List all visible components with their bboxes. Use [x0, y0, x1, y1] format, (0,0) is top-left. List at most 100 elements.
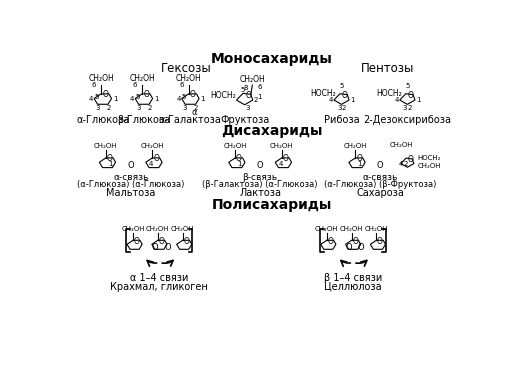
Text: 8: 8: [244, 85, 249, 91]
Text: Гексозы: Гексозы: [161, 62, 212, 74]
Text: 3: 3: [337, 105, 341, 111]
Text: CH₂OH: CH₂OH: [224, 143, 247, 149]
Text: CH₂OH: CH₂OH: [365, 226, 388, 232]
Text: α-Галактоза: α-Галактоза: [159, 115, 222, 125]
Text: α: α: [192, 108, 197, 117]
Text: 6: 6: [179, 81, 184, 88]
Text: 4: 4: [398, 161, 403, 167]
Text: 1: 1: [416, 97, 421, 103]
Text: 1: 1: [357, 161, 362, 167]
Text: 2: 2: [194, 105, 198, 111]
Text: (β-Галактоза) (α-Глюкоза): (β-Галактоза) (α-Глюкоза): [202, 180, 318, 189]
Text: O: O: [143, 90, 149, 99]
Text: O: O: [236, 154, 242, 163]
Text: CH₂OH: CH₂OH: [129, 74, 155, 83]
Text: 5: 5: [339, 83, 344, 89]
Text: CH₂OH: CH₂OH: [176, 74, 201, 83]
Text: O: O: [158, 237, 164, 246]
Text: 2: 2: [254, 97, 258, 103]
Text: 2-Дезоксирибоза: 2-Дезоксирибоза: [363, 115, 451, 125]
Text: O: O: [352, 237, 358, 246]
Text: O: O: [102, 90, 108, 99]
Text: Мальтоза: Мальтоза: [106, 188, 156, 198]
Text: O: O: [257, 161, 263, 170]
Text: 1: 1: [237, 161, 242, 167]
Text: O: O: [407, 155, 413, 164]
Text: 6: 6: [133, 81, 138, 88]
Text: 5: 5: [95, 94, 99, 100]
Text: Рибоза: Рибоза: [324, 115, 359, 125]
Text: O: O: [377, 237, 383, 246]
Text: O: O: [327, 237, 333, 246]
Text: Дисахариды: Дисахариды: [221, 124, 322, 138]
Text: HOCH₂: HOCH₂: [310, 89, 336, 98]
Text: α-связь: α-связь: [363, 173, 398, 183]
Text: CH₂OH: CH₂OH: [121, 226, 145, 232]
Text: Крахмал, гликоген: Крахмал, гликоген: [110, 282, 208, 292]
Text: O: O: [342, 91, 348, 100]
Text: 3: 3: [245, 105, 250, 111]
Text: CH₂OH: CH₂OH: [146, 226, 169, 232]
Text: Фруктоза: Фруктоза: [220, 115, 269, 125]
Text: α-Глюкоза: α-Глюкоза: [76, 115, 130, 125]
Text: CH₂OH: CH₂OH: [94, 143, 117, 149]
Text: 1: 1: [113, 96, 117, 102]
Text: CH₂OH: CH₂OH: [171, 226, 194, 232]
Text: 1: 1: [257, 94, 261, 100]
Text: HOCH₂: HOCH₂: [210, 91, 236, 100]
Text: O: O: [245, 91, 251, 100]
Text: CH₂OH: CH₂OH: [390, 142, 414, 148]
Text: 4: 4: [176, 96, 181, 102]
Text: Лактоза: Лактоза: [239, 188, 281, 198]
Text: CH₂OH: CH₂OH: [239, 75, 266, 84]
Text: O: O: [346, 243, 352, 251]
Text: O: O: [153, 154, 159, 163]
Text: O: O: [127, 161, 134, 170]
Text: HOCH₂: HOCH₂: [417, 155, 441, 161]
Text: 5: 5: [135, 94, 140, 100]
Text: α-связь: α-связь: [113, 173, 148, 183]
Text: β-связь: β-связь: [243, 173, 278, 183]
Text: 5: 5: [240, 87, 244, 93]
Text: α 1–4 связи: α 1–4 связи: [130, 273, 189, 283]
Text: CH₂OH: CH₂OH: [141, 143, 164, 149]
Text: 1: 1: [200, 96, 205, 102]
Text: O: O: [107, 154, 113, 163]
Text: 3: 3: [136, 105, 141, 111]
Text: 6: 6: [92, 81, 97, 88]
Text: 4: 4: [149, 161, 153, 167]
Text: 2: 2: [407, 105, 412, 111]
Text: (α-Глюкоза) (β-Фруктоза): (α-Глюкоза) (β-Фруктоза): [324, 180, 436, 189]
Text: O: O: [134, 237, 140, 246]
Text: 2: 2: [404, 161, 408, 167]
Text: 3: 3: [95, 105, 99, 111]
Text: O: O: [190, 90, 195, 99]
Text: 4: 4: [130, 96, 134, 102]
Text: Моносахариды: Моносахариды: [211, 52, 333, 66]
Text: CH₂OH: CH₂OH: [270, 143, 294, 149]
Text: CH₂OH: CH₂OH: [417, 163, 441, 169]
Text: CH₂OH: CH₂OH: [344, 143, 367, 149]
Text: 1: 1: [154, 96, 158, 102]
Text: O: O: [356, 154, 362, 163]
Text: CH₂OH: CH₂OH: [315, 226, 339, 232]
Text: 5: 5: [182, 94, 186, 100]
Text: HOCH₂: HOCH₂: [376, 89, 402, 98]
Text: 4: 4: [278, 161, 282, 167]
Text: O: O: [408, 91, 414, 100]
Text: 2: 2: [147, 105, 152, 111]
Text: 1: 1: [350, 97, 355, 103]
Text: 3: 3: [183, 105, 187, 111]
Text: 1: 1: [108, 161, 113, 167]
Text: 3: 3: [403, 105, 407, 111]
Text: 6: 6: [258, 84, 262, 90]
Text: O: O: [282, 154, 288, 163]
Text: 5: 5: [405, 83, 409, 89]
Text: β 1–4 связи: β 1–4 связи: [324, 273, 382, 283]
Text: Пентозы: Пентозы: [361, 62, 415, 74]
Text: 2: 2: [341, 105, 346, 111]
Text: O: O: [164, 243, 171, 251]
Text: Сахароза: Сахароза: [356, 188, 404, 198]
Text: CH₂OH: CH₂OH: [88, 74, 114, 83]
Text: (α-Глюкоза) (α-Глюкоза): (α-Глюкоза) (α-Глюкоза): [77, 180, 184, 189]
